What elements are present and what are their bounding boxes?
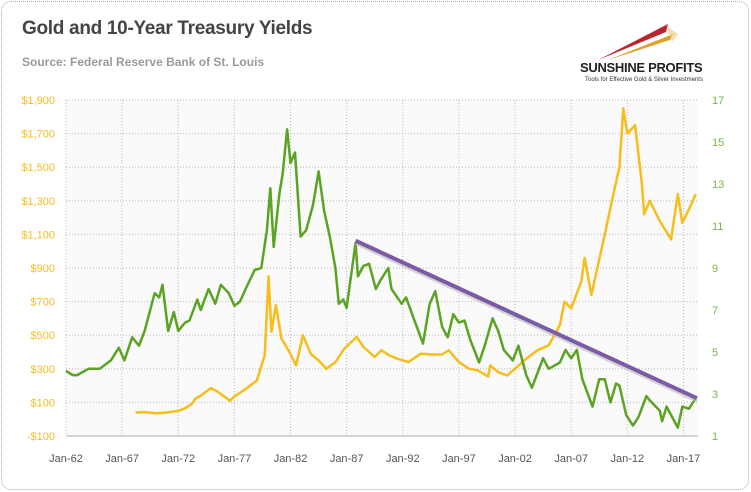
x-tick-label: Jan-92: [386, 453, 420, 465]
trend-line-shadow: [354, 242, 698, 403]
x-tick-label: Jan-77: [218, 453, 252, 465]
x-tick-label: Jan-12: [610, 453, 644, 465]
left-tick-label: -$100: [27, 431, 55, 443]
chart-source: Source: Federal Reserve Bank of St. Loui…: [22, 55, 265, 69]
left-tick-label: $1,900: [21, 95, 55, 107]
left-tick-label: $500: [31, 330, 55, 342]
x-tick-label: Jan-72: [161, 453, 195, 465]
x-tick-label: Jan-62: [49, 453, 83, 465]
logo-name: SUNSHINE PROFITS: [580, 60, 703, 75]
right-tick-label: 3: [712, 389, 718, 401]
sunshine-profits-logo: [598, 24, 678, 60]
left-tick-label: $700: [31, 297, 55, 309]
x-tick-label: Jan-97: [442, 453, 476, 465]
logo-tagline: Tools for Effective Gold & Silver Invest…: [585, 77, 703, 83]
x-tick-label: Jan-02: [498, 453, 532, 465]
right-tick-label: 11: [712, 221, 723, 233]
left-tick-label: $900: [31, 263, 55, 275]
x-tick-label: Jan-67: [105, 453, 139, 465]
x-tick-label: Jan-07: [554, 453, 588, 465]
series-line-trend: [354, 238, 698, 401]
series-line-treasury-yield: [65, 128, 697, 429]
right-tick-label: 9: [712, 263, 718, 275]
right-tick-label: 17: [712, 95, 724, 107]
series-line-gold: [135, 107, 697, 415]
x-tick-label: Jan-82: [274, 453, 308, 465]
left-tick-label: $1,100: [21, 229, 55, 241]
right-tick-label: 15: [712, 137, 724, 149]
right-tick-label: 5: [712, 347, 718, 359]
left-tick-label: $1,700: [21, 129, 55, 141]
right-tick-label: 1: [712, 431, 718, 443]
chart-title: Gold and 10-Year Treasury Yields: [22, 18, 313, 39]
x-tick-label: Jan-87: [330, 453, 364, 465]
left-tick-label: $100: [31, 397, 55, 409]
left-tick-label: $1,300: [21, 196, 55, 208]
left-tick-label: $1,500: [21, 162, 55, 174]
left-tick-label: $300: [31, 364, 55, 376]
x-tick-label: Jan-17: [667, 453, 701, 465]
right-tick-label: 13: [712, 179, 724, 191]
right-tick-label: 7: [712, 305, 718, 317]
